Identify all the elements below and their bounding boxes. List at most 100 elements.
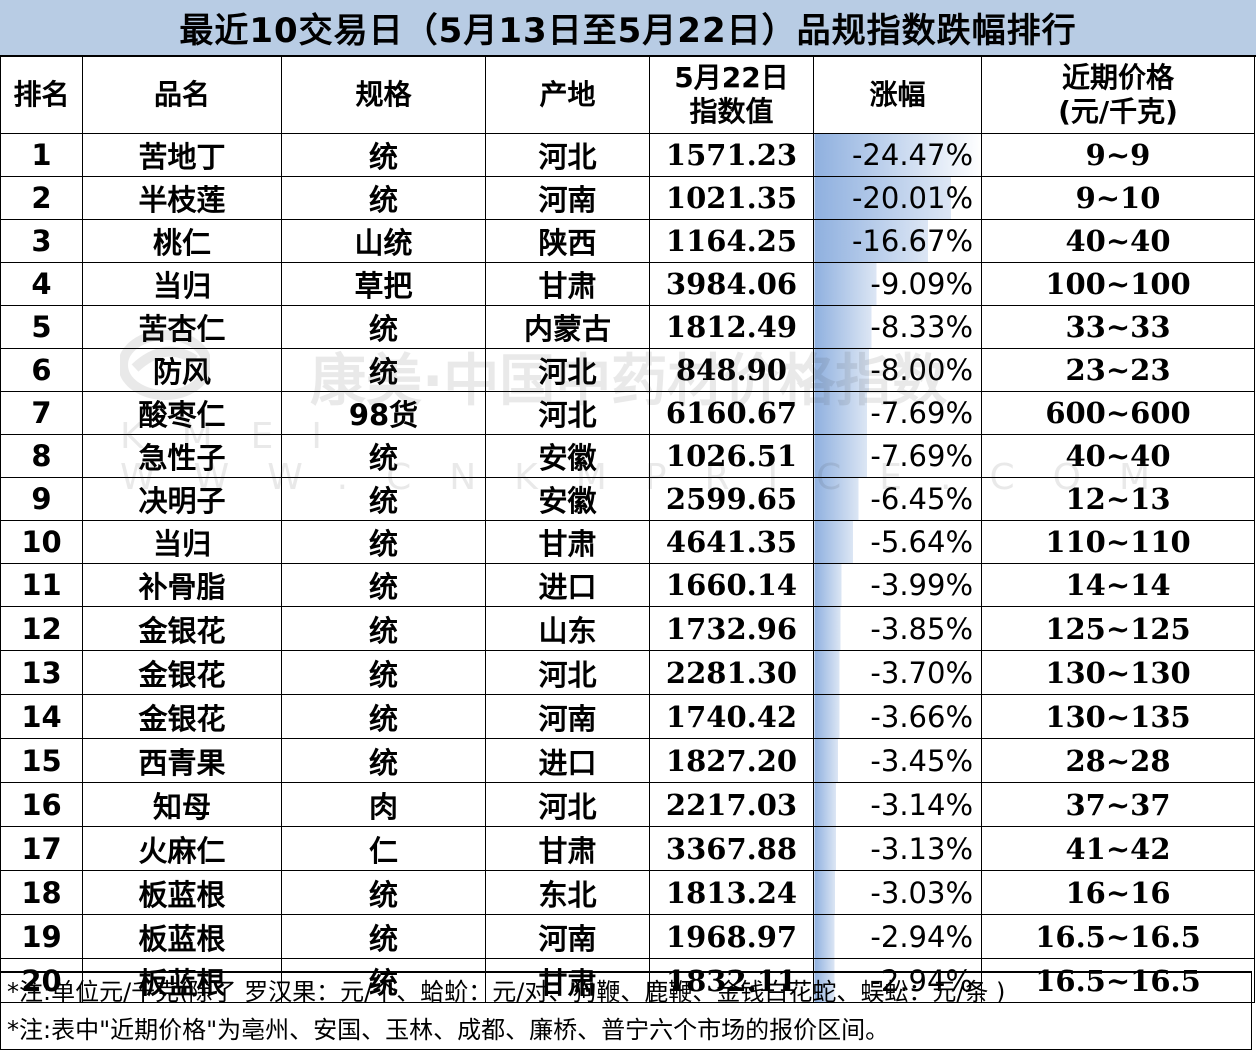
- cell-price: 110~110: [981, 520, 1255, 564]
- table-row: 15 西青果统进口 1827.20 -3.45% 28~28: [0, 738, 1255, 783]
- cell-index: 1813.24: [649, 870, 814, 915]
- table-row: 9 决明子统安徽 2599.65 -6.45% 12~13: [0, 477, 1255, 521]
- cell-index: 1732.96: [649, 606, 814, 651]
- cell-change: -24.47%: [813, 133, 982, 177]
- table-row: 1 苦地丁统河北 1571.23 -24.47% 9~9: [0, 133, 1255, 177]
- cell-origin: 河南: [485, 694, 650, 739]
- cell-rank: 5: [0, 305, 83, 349]
- table-row: 8 急性子统安徽 1026.51 -7.69% 40~40: [0, 434, 1255, 478]
- cell-rank: 12: [0, 606, 83, 651]
- cell-change: -3.99%: [813, 563, 982, 607]
- cell-index: 1021.35: [649, 176, 814, 220]
- cell-index: 2599.65: [649, 477, 814, 521]
- cell-rank: 10: [0, 520, 83, 564]
- cell-name: 桃仁: [82, 219, 282, 263]
- header-origin: 产地: [485, 55, 650, 134]
- cell-rank: 4: [0, 262, 83, 306]
- cell-name: 半枝莲: [82, 176, 282, 220]
- cell-name: 防风: [82, 348, 282, 392]
- header-price-line1: 近期价格: [1061, 60, 1174, 94]
- table-row: 2 半枝莲统河南 1021.35 -20.01% 9~10: [0, 176, 1255, 220]
- table-row: 19 板蓝根统河南 1968.97 -2.94% 16.5~16.5: [0, 914, 1255, 959]
- cell-origin: 河北: [485, 133, 650, 177]
- cell-spec: 山统: [281, 219, 486, 263]
- cell-price: 28~28: [981, 738, 1255, 783]
- table-row: 11 补骨脂统进口 1660.14 -3.99% 14~14: [0, 563, 1255, 607]
- cell-index: 3984.06: [649, 262, 814, 306]
- cell-price: 9~9: [981, 133, 1255, 177]
- cell-change: -3.45%: [813, 738, 982, 783]
- cell-origin: 安徽: [485, 477, 650, 521]
- cell-change: -7.69%: [813, 391, 982, 435]
- cell-origin: 安徽: [485, 434, 650, 478]
- cell-rank: 7: [0, 391, 83, 435]
- header-index-line1: 5月22日: [674, 60, 789, 94]
- cell-origin: 河南: [485, 176, 650, 220]
- cell-index: 1740.42: [649, 694, 814, 739]
- cell-name: 板蓝根: [82, 914, 282, 959]
- cell-name: 补骨脂: [82, 563, 282, 607]
- cell-spec: 统: [281, 348, 486, 392]
- cell-name: 当归: [82, 262, 282, 306]
- cell-index: 1660.14: [649, 563, 814, 607]
- table-row: 12 金银花统山东 1732.96 -3.85% 125~125: [0, 606, 1255, 651]
- cell-price: 130~130: [981, 650, 1255, 695]
- cell-change: -5.64%: [813, 520, 982, 564]
- cell-rank: 3: [0, 219, 83, 263]
- cell-rank: 1: [0, 133, 83, 177]
- cell-change: -8.33%: [813, 305, 982, 349]
- cell-name: 西青果: [82, 738, 282, 783]
- cell-price: 41~42: [981, 826, 1255, 871]
- cell-name: 急性子: [82, 434, 282, 478]
- cell-index: 848.90: [649, 348, 814, 392]
- table-row: 13 金银花统河北 2281.30 -3.70% 130~130: [0, 650, 1255, 695]
- cell-change: -2.94%: [813, 958, 982, 1003]
- cell-change: -8.00%: [813, 348, 982, 392]
- cell-name: 决明子: [82, 477, 282, 521]
- header-price: 近期价格 (元/千克): [981, 55, 1255, 134]
- cell-index: 1812.49: [649, 305, 814, 349]
- footnote-unit: *注:单位元/千克(除了 罗汉果：元/个、蛤蚧：元/对、狗鞭、鹿鞭、金钱白花蛇、…: [7, 978, 1006, 1006]
- cell-spec: 仁: [281, 826, 486, 871]
- cell-origin: 内蒙古: [485, 305, 650, 349]
- cell-spec: 统: [281, 176, 486, 220]
- cell-origin: 河北: [485, 391, 650, 435]
- cell-spec: 统: [281, 477, 486, 521]
- cell-change: -20.01%: [813, 176, 982, 220]
- cell-index: 2217.03: [649, 782, 814, 827]
- table-row: 17 火麻仁仁甘肃 3367.88 -3.13% 41~42: [0, 826, 1255, 871]
- table-body: 1 苦地丁统河北 1571.23 -24.47% 9~9 2 半枝莲统河南 1021.35 -2…: [0, 133, 1255, 1003]
- cell-index: 1571.23: [649, 133, 814, 177]
- table-row: 18 板蓝根统东北 1813.24 -3.03% 16~16: [0, 870, 1255, 915]
- cell-index: 6160.67: [649, 391, 814, 435]
- footnote-price-range: *注:表中"近期价格"为亳州、安国、玉林、成都、廉桥、普宁六个市场的报价区间。: [7, 1016, 890, 1044]
- cell-price: 130~135: [981, 694, 1255, 739]
- cell-origin: 进口: [485, 563, 650, 607]
- cell-name: 苦杏仁: [82, 305, 282, 349]
- cell-index: 2281.30: [649, 650, 814, 695]
- cell-rank: 14: [0, 694, 83, 739]
- cell-spec: 草把: [281, 262, 486, 306]
- cell-origin: 进口: [485, 738, 650, 783]
- cell-rank: 20: [0, 958, 83, 1003]
- cell-name: 板蓝根: [82, 870, 282, 915]
- header-name: 品名: [82, 55, 282, 134]
- cell-spec: 肉: [281, 782, 486, 827]
- cell-origin: 甘肃: [485, 826, 650, 871]
- cell-spec: 统: [281, 606, 486, 651]
- cell-price: 12~13: [981, 477, 1255, 521]
- header-index: 5月22日 指数值: [649, 55, 814, 134]
- cell-rank: 9: [0, 477, 83, 521]
- header-spec: 规格: [281, 55, 486, 134]
- sheet-title: 最近10交易日（5月13日至5月22日）品规指数跌幅排行: [0, 0, 1256, 57]
- cell-rank: 18: [0, 870, 83, 915]
- header-change: 涨幅: [813, 55, 982, 134]
- cell-price: 23~23: [981, 348, 1255, 392]
- cell-spec: 统: [281, 133, 486, 177]
- table-row: 6 防风统河北 848.90 -8.00% 23~23: [0, 348, 1255, 392]
- header-price-line2: (元/千克): [1058, 94, 1178, 128]
- cell-name: 知母: [82, 782, 282, 827]
- cell-name: 酸枣仁: [82, 391, 282, 435]
- cell-price: 40~40: [981, 434, 1255, 478]
